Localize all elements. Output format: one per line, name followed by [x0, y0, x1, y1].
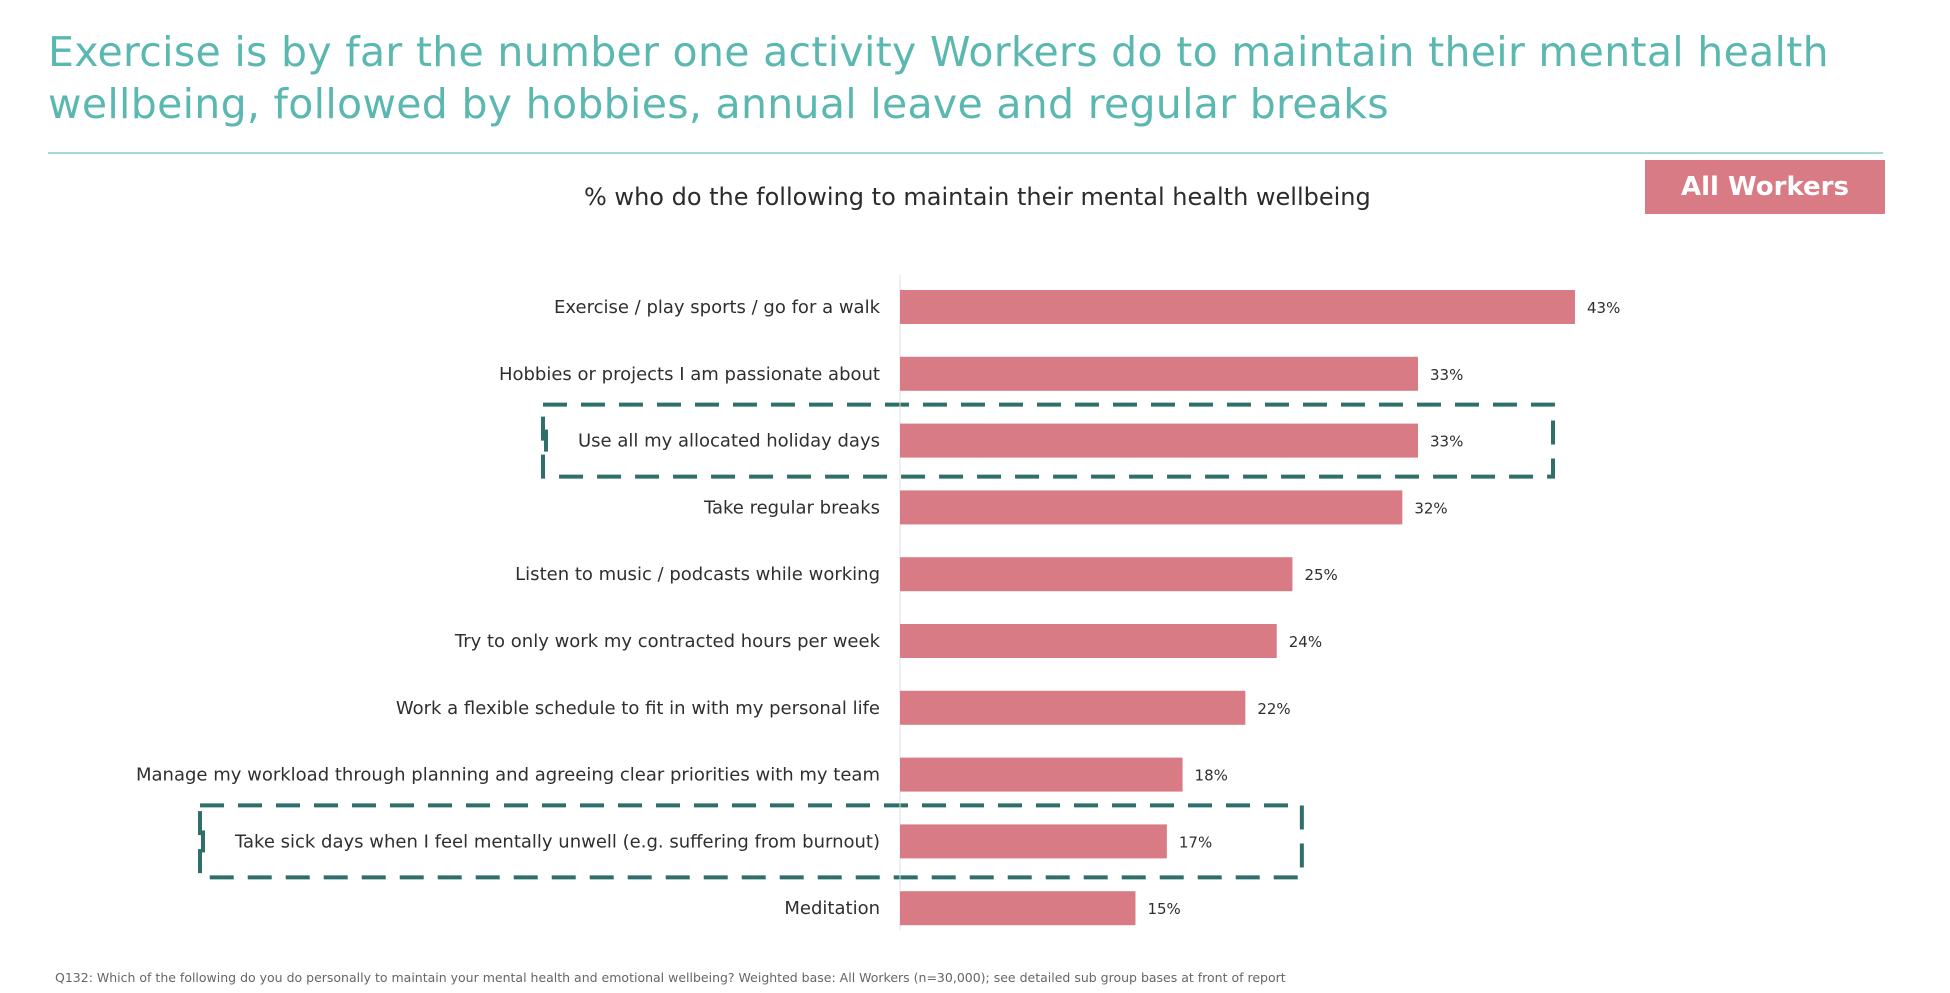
category-label-6: Try to only work my contracted hours per…	[454, 631, 881, 652]
value-label-1: 43%	[1587, 299, 1620, 317]
bar-9	[900, 824, 1167, 859]
bar-6	[900, 624, 1277, 658]
value-labels: 43% 33% 33% 32% 25% 24% 22% 18% 17% 15%	[1147, 299, 1620, 918]
segment-badge-all-workers: All Workers	[1645, 160, 1885, 214]
category-label-7: Work a flexible schedule to fit in with …	[396, 698, 880, 719]
bar-1	[900, 290, 1575, 324]
category-label-4: Take regular breaks	[703, 497, 880, 518]
highlight-box-1	[540, 402, 1556, 479]
category-label-3: Use all my allocated holiday days	[578, 431, 880, 452]
category-labels: Exercise / play sports / go for a walk Ho…	[136, 297, 881, 919]
category-label-10: Meditation	[784, 898, 880, 919]
value-label-6: 24%	[1289, 633, 1322, 651]
value-label-8: 18%	[1195, 767, 1228, 785]
horizontal-bar-chart: Exercise / play sports / go for a walk Ho…	[136, 275, 1620, 930]
category-label-8: Manage my workload through planning and …	[136, 765, 880, 786]
bar-10	[900, 891, 1136, 926]
value-label-10: 15%	[1147, 900, 1180, 918]
category-label-5: Listen to music / podcasts while working	[515, 564, 880, 585]
title-divider	[48, 152, 1883, 154]
value-label-9: 17%	[1179, 833, 1212, 851]
value-label-5: 25%	[1304, 566, 1337, 584]
bar-7	[900, 690, 1246, 725]
chart-title: % who do the following to maintain their…	[584, 183, 1371, 211]
value-label-4: 32%	[1414, 499, 1447, 517]
value-label-2: 33%	[1430, 366, 1463, 384]
bar-3	[900, 423, 1419, 458]
category-label-2: Hobbies or projects I am passionate abou…	[499, 364, 880, 385]
page-title: Exercise is by far the number one activi…	[48, 28, 1829, 128]
highlight-layer	[198, 402, 1556, 880]
bar-5	[900, 557, 1293, 592]
value-label-3: 33%	[1430, 433, 1463, 451]
category-label-9: Take sick days when I feel mentally unwe…	[234, 831, 880, 852]
category-label-1: Exercise / play sports / go for a walk	[554, 297, 881, 318]
bar-2	[900, 356, 1419, 391]
bar-4	[900, 490, 1403, 525]
value-label-7: 22%	[1257, 700, 1290, 718]
bar-series	[900, 290, 1575, 926]
bar-8	[900, 757, 1183, 792]
highlight-box-2	[198, 803, 1304, 880]
footnote: Q132: Which of the following do you do p…	[55, 970, 1286, 985]
